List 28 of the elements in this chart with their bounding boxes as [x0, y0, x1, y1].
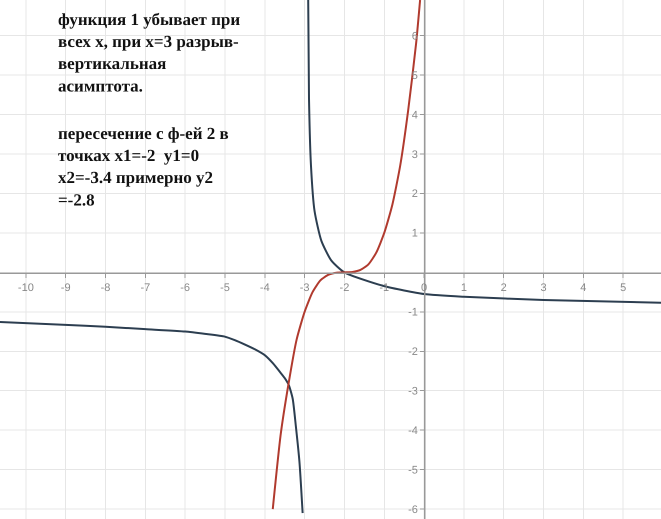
y-tick-label: 4 [412, 109, 418, 122]
x-tick-label: -7 [140, 282, 150, 294]
x-tick-label: 3 [540, 282, 547, 294]
x-tick-label: -5 [220, 282, 230, 294]
x-tick-label: -8 [100, 282, 110, 294]
x-tick-label: 4 [580, 282, 586, 294]
y-tick-label: -6 [408, 504, 418, 516]
x-tick-label: -10 [18, 282, 34, 294]
y-tick-label: -2 [408, 346, 418, 358]
y-tick-label: -4 [408, 425, 418, 438]
x-tick-label: -3 [300, 282, 310, 294]
line-series [307, 0, 661, 304]
y-tick-label: 1 [412, 228, 418, 240]
x-tick-label: -9 [60, 282, 71, 294]
y-tick-label: -3 [408, 386, 418, 398]
x-tick-label: -2 [340, 282, 350, 294]
y-tick-label: 2 [412, 188, 418, 200]
x-tick-label: 1 [460, 282, 467, 294]
y-tick-label: -1 [408, 306, 418, 319]
x-tick-label: -4 [260, 282, 270, 294]
x-tick-label: 5 [620, 282, 626, 294]
x-tick-label: -6 [180, 282, 190, 294]
annotation: пересечение с ф-ей 2 в точках х1=-2 у1=0 х2=-3.4 примерно у2 =-2.8 [58, 124, 229, 210]
y-tick-label: -5 [408, 464, 418, 477]
annotation: функция 1 убывает при всех х, при х=3 разрыв- вертикальная асимптота. [58, 10, 240, 96]
y-tick-label: 3 [412, 148, 418, 161]
x-tick-label: 2 [500, 282, 507, 294]
line-series [0, 321, 304, 514]
